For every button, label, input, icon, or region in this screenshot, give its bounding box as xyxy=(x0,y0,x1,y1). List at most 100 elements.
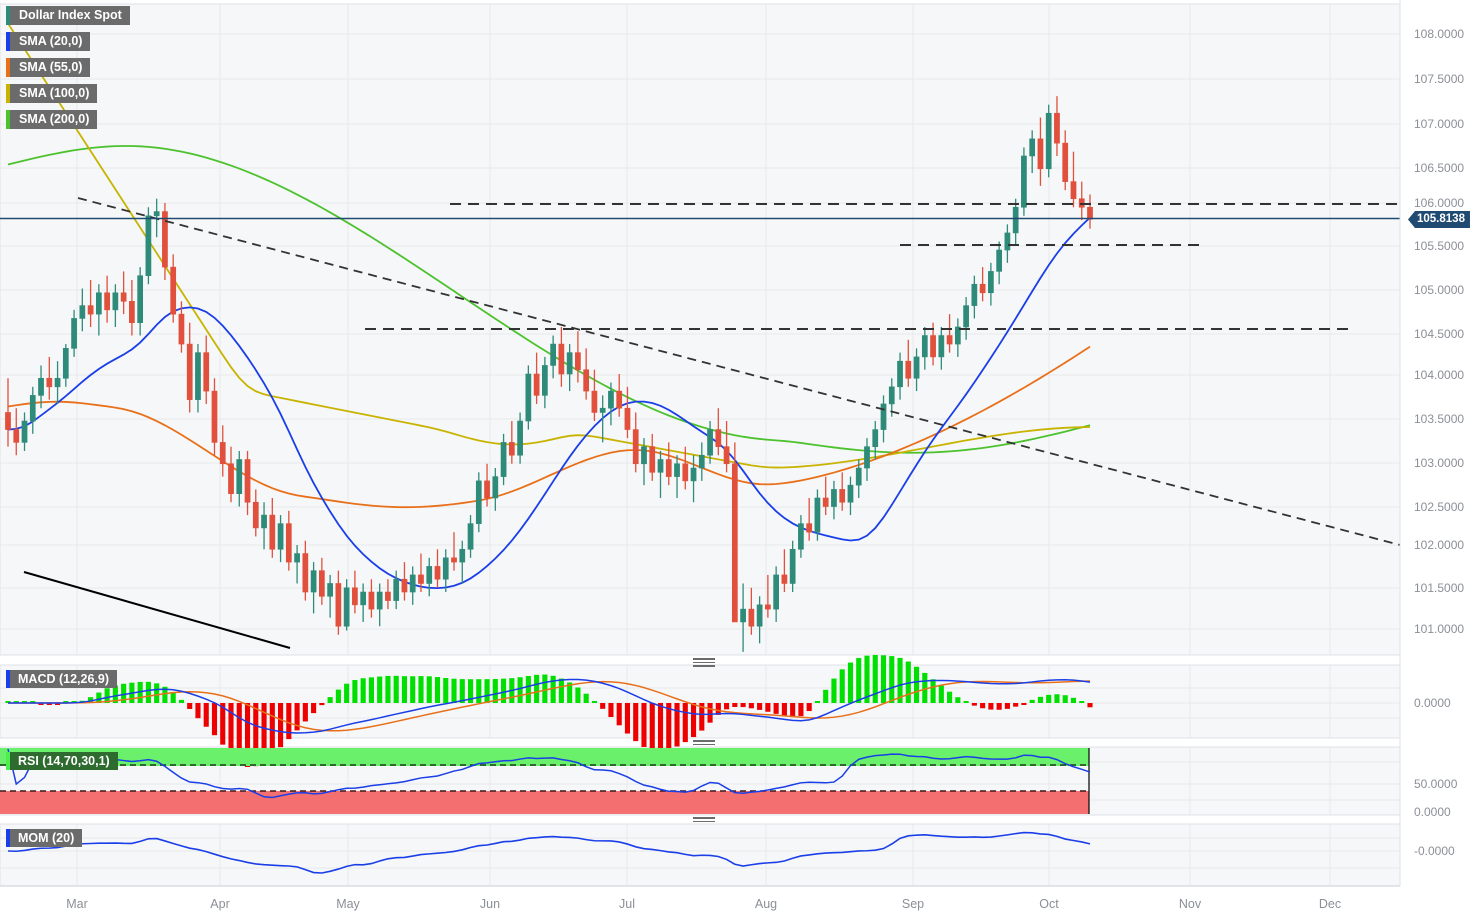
candle-body xyxy=(517,420,523,456)
candle-body xyxy=(162,211,168,268)
candle-body xyxy=(963,305,969,328)
macd-histogram-bar xyxy=(847,662,854,703)
macd-histogram-bar xyxy=(112,685,118,703)
macd-histogram-bar xyxy=(889,656,895,703)
legend-item-instrument[interactable]: Dollar Index Spot xyxy=(6,6,130,25)
macd-histogram-bar xyxy=(913,666,920,703)
macd-histogram-bar xyxy=(410,676,416,703)
macd-histogram-bar xyxy=(872,655,878,703)
macd-histogram-bar xyxy=(583,693,589,703)
macd-histogram-bar xyxy=(162,686,168,703)
macd-histogram-bar xyxy=(534,674,540,703)
candle-body xyxy=(302,553,309,593)
candle-body xyxy=(946,335,953,345)
candle-body xyxy=(310,570,317,593)
color-swatch-icon xyxy=(6,110,10,129)
candle-body xyxy=(1029,138,1036,157)
candle-body xyxy=(996,249,1003,272)
pane-resize-grip[interactable] xyxy=(693,658,715,667)
candle-body xyxy=(1004,232,1011,251)
macd-histogram-bar xyxy=(930,679,936,703)
legend-item-rsi[interactable]: RSI (14,70,30,1) xyxy=(6,752,118,770)
macd-histogram-bar xyxy=(46,703,52,705)
candle-body xyxy=(822,497,829,507)
macd-histogram-bar xyxy=(220,703,226,745)
legend-item-macd[interactable]: MACD (12,26,9) xyxy=(6,670,117,688)
color-swatch-icon xyxy=(6,670,10,688)
pane-resize-grip[interactable] xyxy=(693,817,715,824)
sma20-line xyxy=(7,216,1091,590)
candle-body xyxy=(46,377,53,388)
legend-label-sma200: SMA (200,0) xyxy=(19,112,90,126)
macd-histogram-bar xyxy=(682,703,688,743)
candle-body xyxy=(484,480,490,499)
legend-item-sma20[interactable]: SMA (20,0) xyxy=(6,32,91,51)
time-axis-tick: Aug xyxy=(754,897,778,911)
macd-histogram-bar xyxy=(823,689,829,703)
macd-histogram-bar xyxy=(54,703,61,705)
macd-histogram-bar xyxy=(501,678,507,703)
candle-body xyxy=(145,215,152,276)
momentum-line xyxy=(7,831,1091,874)
macd-histogram-bar xyxy=(294,703,300,731)
macd-histogram-bar xyxy=(542,674,548,703)
candle-body xyxy=(756,604,763,627)
legend-item-sma55[interactable]: SMA (55,0) xyxy=(6,58,91,77)
macd-histogram-bar xyxy=(624,703,631,734)
legend-label-sma100: SMA (100,0) xyxy=(19,86,90,100)
candle-body xyxy=(38,377,44,396)
macd-histogram-bar xyxy=(955,697,961,703)
candle-body xyxy=(938,335,945,358)
macd-histogram-bar xyxy=(971,703,977,706)
candle-body xyxy=(566,352,573,375)
macd-histogram-bar xyxy=(401,676,408,703)
macd-histogram-bar xyxy=(608,703,614,718)
rsi-indicator xyxy=(0,748,1091,814)
macd-histogram-bar xyxy=(1070,697,1077,703)
candle-body xyxy=(864,446,870,469)
candle-body xyxy=(1087,206,1093,220)
macd-histogram-bar xyxy=(1054,694,1060,703)
macd-histogram-bar xyxy=(360,678,366,703)
macd-histogram-bar xyxy=(377,676,383,703)
candle-body xyxy=(1021,155,1027,208)
candle-body xyxy=(129,301,135,324)
macd-histogram-bar xyxy=(1037,696,1044,703)
macd-histogram-bar xyxy=(434,677,441,703)
candle-body xyxy=(104,292,110,311)
candle-body xyxy=(434,566,441,580)
macd-histogram-bar xyxy=(21,701,28,703)
candle-body xyxy=(855,467,862,486)
macd-histogram-bar xyxy=(525,675,531,703)
macd-histogram-bar xyxy=(897,657,903,703)
macd-histogram-bar xyxy=(765,703,771,712)
legend-item-sma200[interactable]: SMA (200,0) xyxy=(6,110,98,129)
rsi-line xyxy=(7,748,1091,799)
macd-histogram-bar xyxy=(467,679,474,703)
candle-body xyxy=(368,591,375,610)
macd-histogram-bar xyxy=(591,700,597,703)
macd-histogram-bar xyxy=(567,682,573,703)
macd-histogram-bar xyxy=(203,703,209,727)
legend-item-mom[interactable]: MOM (20) xyxy=(6,829,83,847)
macd-histogram-bar xyxy=(674,703,680,747)
candle-body xyxy=(905,360,912,379)
candle-body xyxy=(5,412,11,430)
candle-body xyxy=(707,429,713,456)
color-swatch-icon xyxy=(6,6,10,25)
macd-histogram-bar xyxy=(558,678,564,703)
macd-histogram-bar xyxy=(319,703,325,706)
candle-body xyxy=(897,360,903,388)
candle-body xyxy=(698,454,705,469)
legend-item-sma100[interactable]: SMA (100,0) xyxy=(6,84,98,103)
macd-histogram-bar xyxy=(666,703,672,750)
price-axis-tick: 102.5000 xyxy=(1414,500,1465,514)
candle-body xyxy=(608,390,614,409)
candle-body xyxy=(277,523,284,550)
candle-body xyxy=(723,446,730,465)
candle-body xyxy=(616,390,623,409)
pane-resize-grip[interactable] xyxy=(693,740,715,747)
candle-body xyxy=(327,583,333,597)
macd-histogram-bar xyxy=(963,701,969,703)
